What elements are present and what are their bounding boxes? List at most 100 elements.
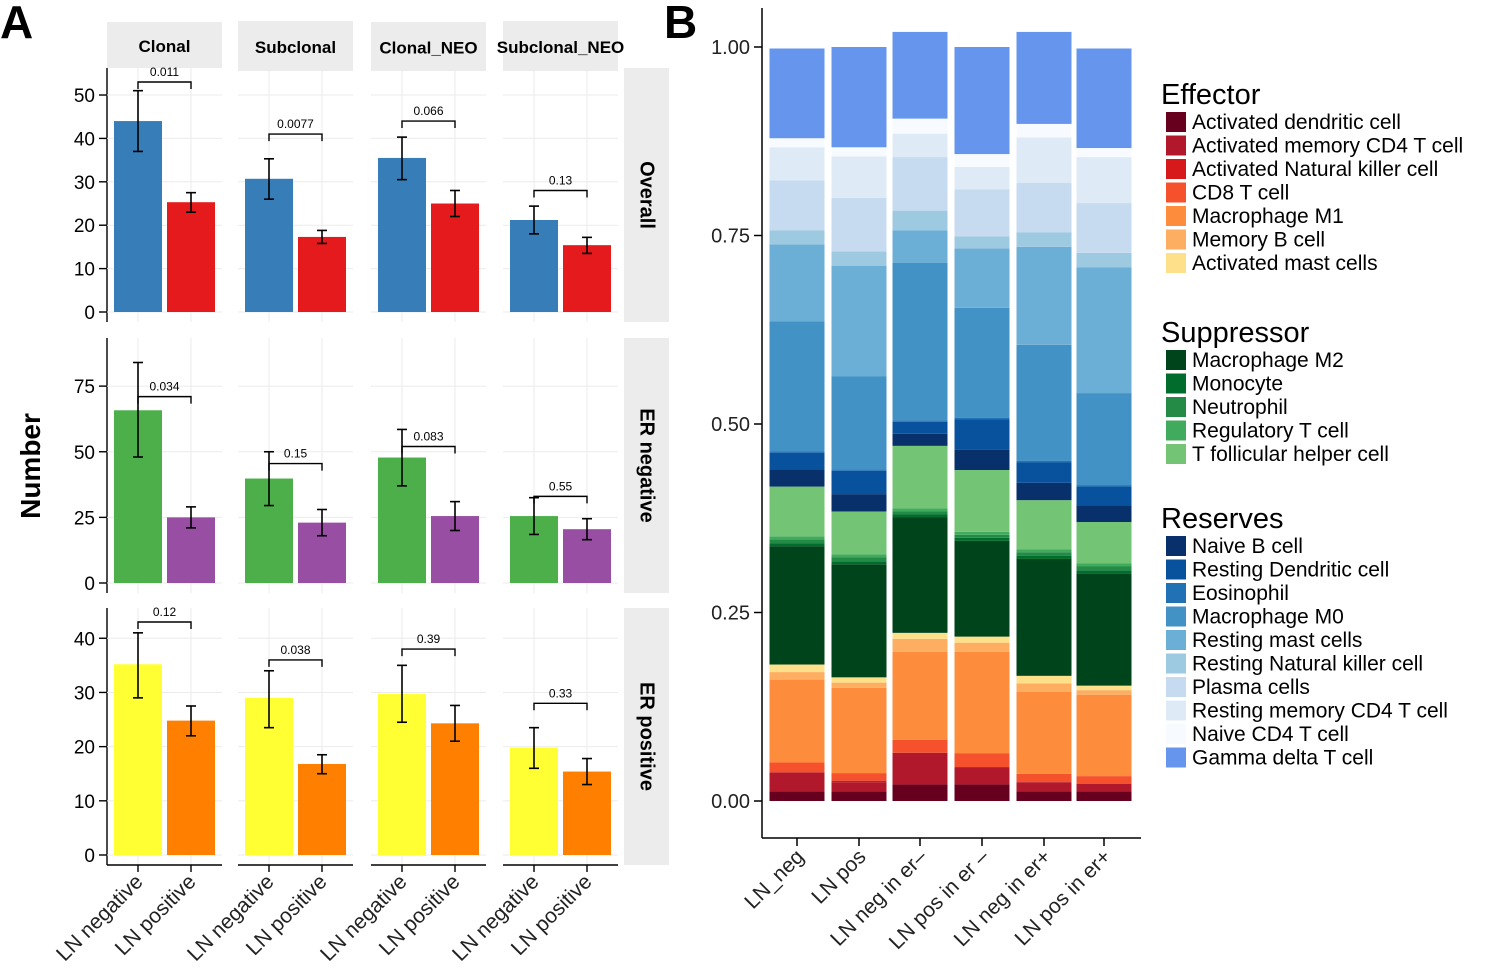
facet-strip-1: [238, 21, 353, 71]
stack-segment-monocyte: [954, 537, 1010, 541]
legend-item: Eosinophil: [1192, 582, 1289, 605]
stack-segment-memory-b-cell: [1016, 683, 1072, 692]
stack-segment-cd8-t-cell: [954, 753, 1010, 768]
legend-swatch: [1166, 677, 1186, 697]
stack-segment-activated-mast-cells: [1076, 685, 1132, 691]
p-value-label: 0.39: [417, 632, 441, 646]
p-value-label: 0.12: [153, 605, 177, 619]
significance-bracket: [268, 659, 323, 667]
stack-segment-resting-memory-cd4-t-cell: [954, 166, 1010, 190]
stack-segment-eosinophil: [769, 451, 825, 453]
stack-segment-regulatory-t-cell: [1076, 563, 1132, 567]
stack-segment-resting-dendritic-cell: [1076, 486, 1132, 506]
significance-bracket: [533, 495, 588, 504]
stack-segment-macrophage-m0: [1016, 344, 1072, 461]
y-tick-label: 0.00: [711, 791, 750, 813]
bar-ln-positive: [298, 763, 346, 855]
legend-swatch: [1166, 206, 1186, 226]
legend-swatch: [1166, 373, 1186, 394]
stack-segment-cd8-t-cell: [1076, 776, 1132, 784]
p-value-label: 0.011: [150, 65, 179, 79]
stack-segment-monocyte: [1076, 570, 1132, 574]
y-tick-label: 40: [74, 129, 95, 150]
stack-segment-regulatory-t-cell: [769, 536, 825, 540]
legend-swatch: [1166, 159, 1186, 179]
stack-segment-resting-natural-killer-cell: [892, 210, 948, 231]
legend-swatch: [1166, 229, 1186, 250]
legend-swatch: [1166, 653, 1186, 674]
facet-label: Clonal: [139, 37, 191, 56]
stack-segment-naive-cd4-t-cell: [1016, 123, 1072, 138]
stack-segment-activated-dendritic-cell: [831, 791, 887, 801]
stack-segment-naive-cd4-t-cell: [831, 147, 887, 157]
stack-segment-neutrophil: [769, 539, 825, 544]
stack-segment-eosinophil: [831, 469, 887, 471]
stack-segment-naive-b-cell: [1016, 482, 1072, 501]
legend-item: T follicular helper cell: [1192, 443, 1389, 466]
legend-item: Regulatory T cell: [1192, 420, 1349, 443]
stack-segment-resting-memory-cd4-t-cell: [892, 133, 948, 158]
y-tick-label: 0: [84, 574, 95, 595]
legend-item: Macrophage M2: [1192, 349, 1344, 372]
stack-segment-resting-natural-killer-cell: [954, 236, 1010, 249]
p-value-label: 0.083: [413, 430, 443, 444]
stack-segment-resting-dendritic-cell: [1016, 462, 1072, 483]
legend-item: Resting Dendritic cell: [1192, 559, 1389, 582]
stack-segment-resting-natural-killer-cell: [1076, 252, 1132, 268]
stack-segment-resting-memory-cd4-t-cell: [831, 156, 887, 198]
stack-segment-activated-mast-cells: [892, 632, 948, 639]
stack-segment-macrophage-m0: [892, 262, 948, 421]
facet-strip-0: [107, 22, 222, 68]
stack-segment-gamma-delta-t-cell: [1016, 31, 1072, 124]
stack-segment-neutrophil: [1016, 552, 1072, 556]
y-tick-label: 30: [74, 683, 95, 704]
legend-title: Effector: [1161, 79, 1261, 111]
row-label: Overall: [636, 161, 658, 229]
legend-item: Activated memory CD4 T cell: [1192, 135, 1463, 158]
y-tick-label: 0.50: [711, 414, 750, 436]
stack-segment-activated-dendritic-cell: [769, 791, 825, 801]
y-tick-label: 10: [74, 792, 95, 813]
stack-segment-activated-memory-cd4-t-cell: [892, 752, 948, 785]
y-tick-label: 1.00: [711, 37, 750, 59]
stack-segment-resting-memory-cd4-t-cell: [1076, 157, 1132, 204]
stack-segment-regulatory-t-cell: [1016, 549, 1072, 553]
bar-ln-positive: [167, 720, 215, 855]
stack-segment-resting-mast-cells: [1076, 267, 1132, 394]
stack-segment-resting-natural-killer-cell: [831, 251, 887, 266]
stack-segment-regulatory-t-cell: [831, 554, 887, 558]
stack-segment-memory-b-cell: [769, 672, 825, 680]
significance-bracket: [268, 133, 323, 142]
stack-segment-cd8-t-cell: [1016, 773, 1072, 783]
legend-swatch: [1166, 112, 1186, 132]
row-strip-1: [624, 338, 669, 593]
significance-bracket: [137, 395, 192, 404]
stack-segment-plasma-cells: [954, 189, 1010, 237]
stack-segment-activated-dendritic-cell: [954, 784, 1010, 801]
facet-strip-3: [503, 21, 618, 71]
stack-segment-macrophage-m0: [769, 321, 825, 452]
stack-segment-activated-mast-cells: [1016, 675, 1072, 684]
stack-segment-plasma-cells: [831, 197, 887, 252]
legend-item: Naive B cell: [1192, 535, 1303, 558]
p-value-label: 0.15: [284, 447, 308, 461]
stack-segment-t-follicular-helper-cell: [831, 511, 887, 555]
bar-ln-positive: [563, 245, 611, 312]
stack-segment-memory-b-cell: [892, 638, 948, 652]
significance-bracket: [137, 81, 192, 89]
stack-segment-neutrophil: [1076, 566, 1132, 571]
stack-segment-macrophage-m1: [1076, 694, 1132, 777]
y-tick-label: 20: [74, 216, 95, 237]
y-tick-label: 75: [74, 377, 95, 398]
stack-segment-macrophage-m0: [1076, 393, 1132, 486]
y-tick-label: 10: [74, 260, 95, 281]
legend-item: Naive CD4 T cell: [1192, 723, 1349, 746]
stack-segment-gamma-delta-t-cell: [1076, 48, 1132, 149]
legend-item: CD8 T cell: [1192, 182, 1289, 205]
legend-swatch: [1166, 253, 1186, 273]
legend-item: Resting mast cells: [1192, 629, 1362, 652]
stack-segment-resting-natural-killer-cell: [1016, 232, 1072, 247]
stack-segment-memory-b-cell: [954, 642, 1010, 652]
stack-segment-cd8-t-cell: [769, 762, 825, 773]
